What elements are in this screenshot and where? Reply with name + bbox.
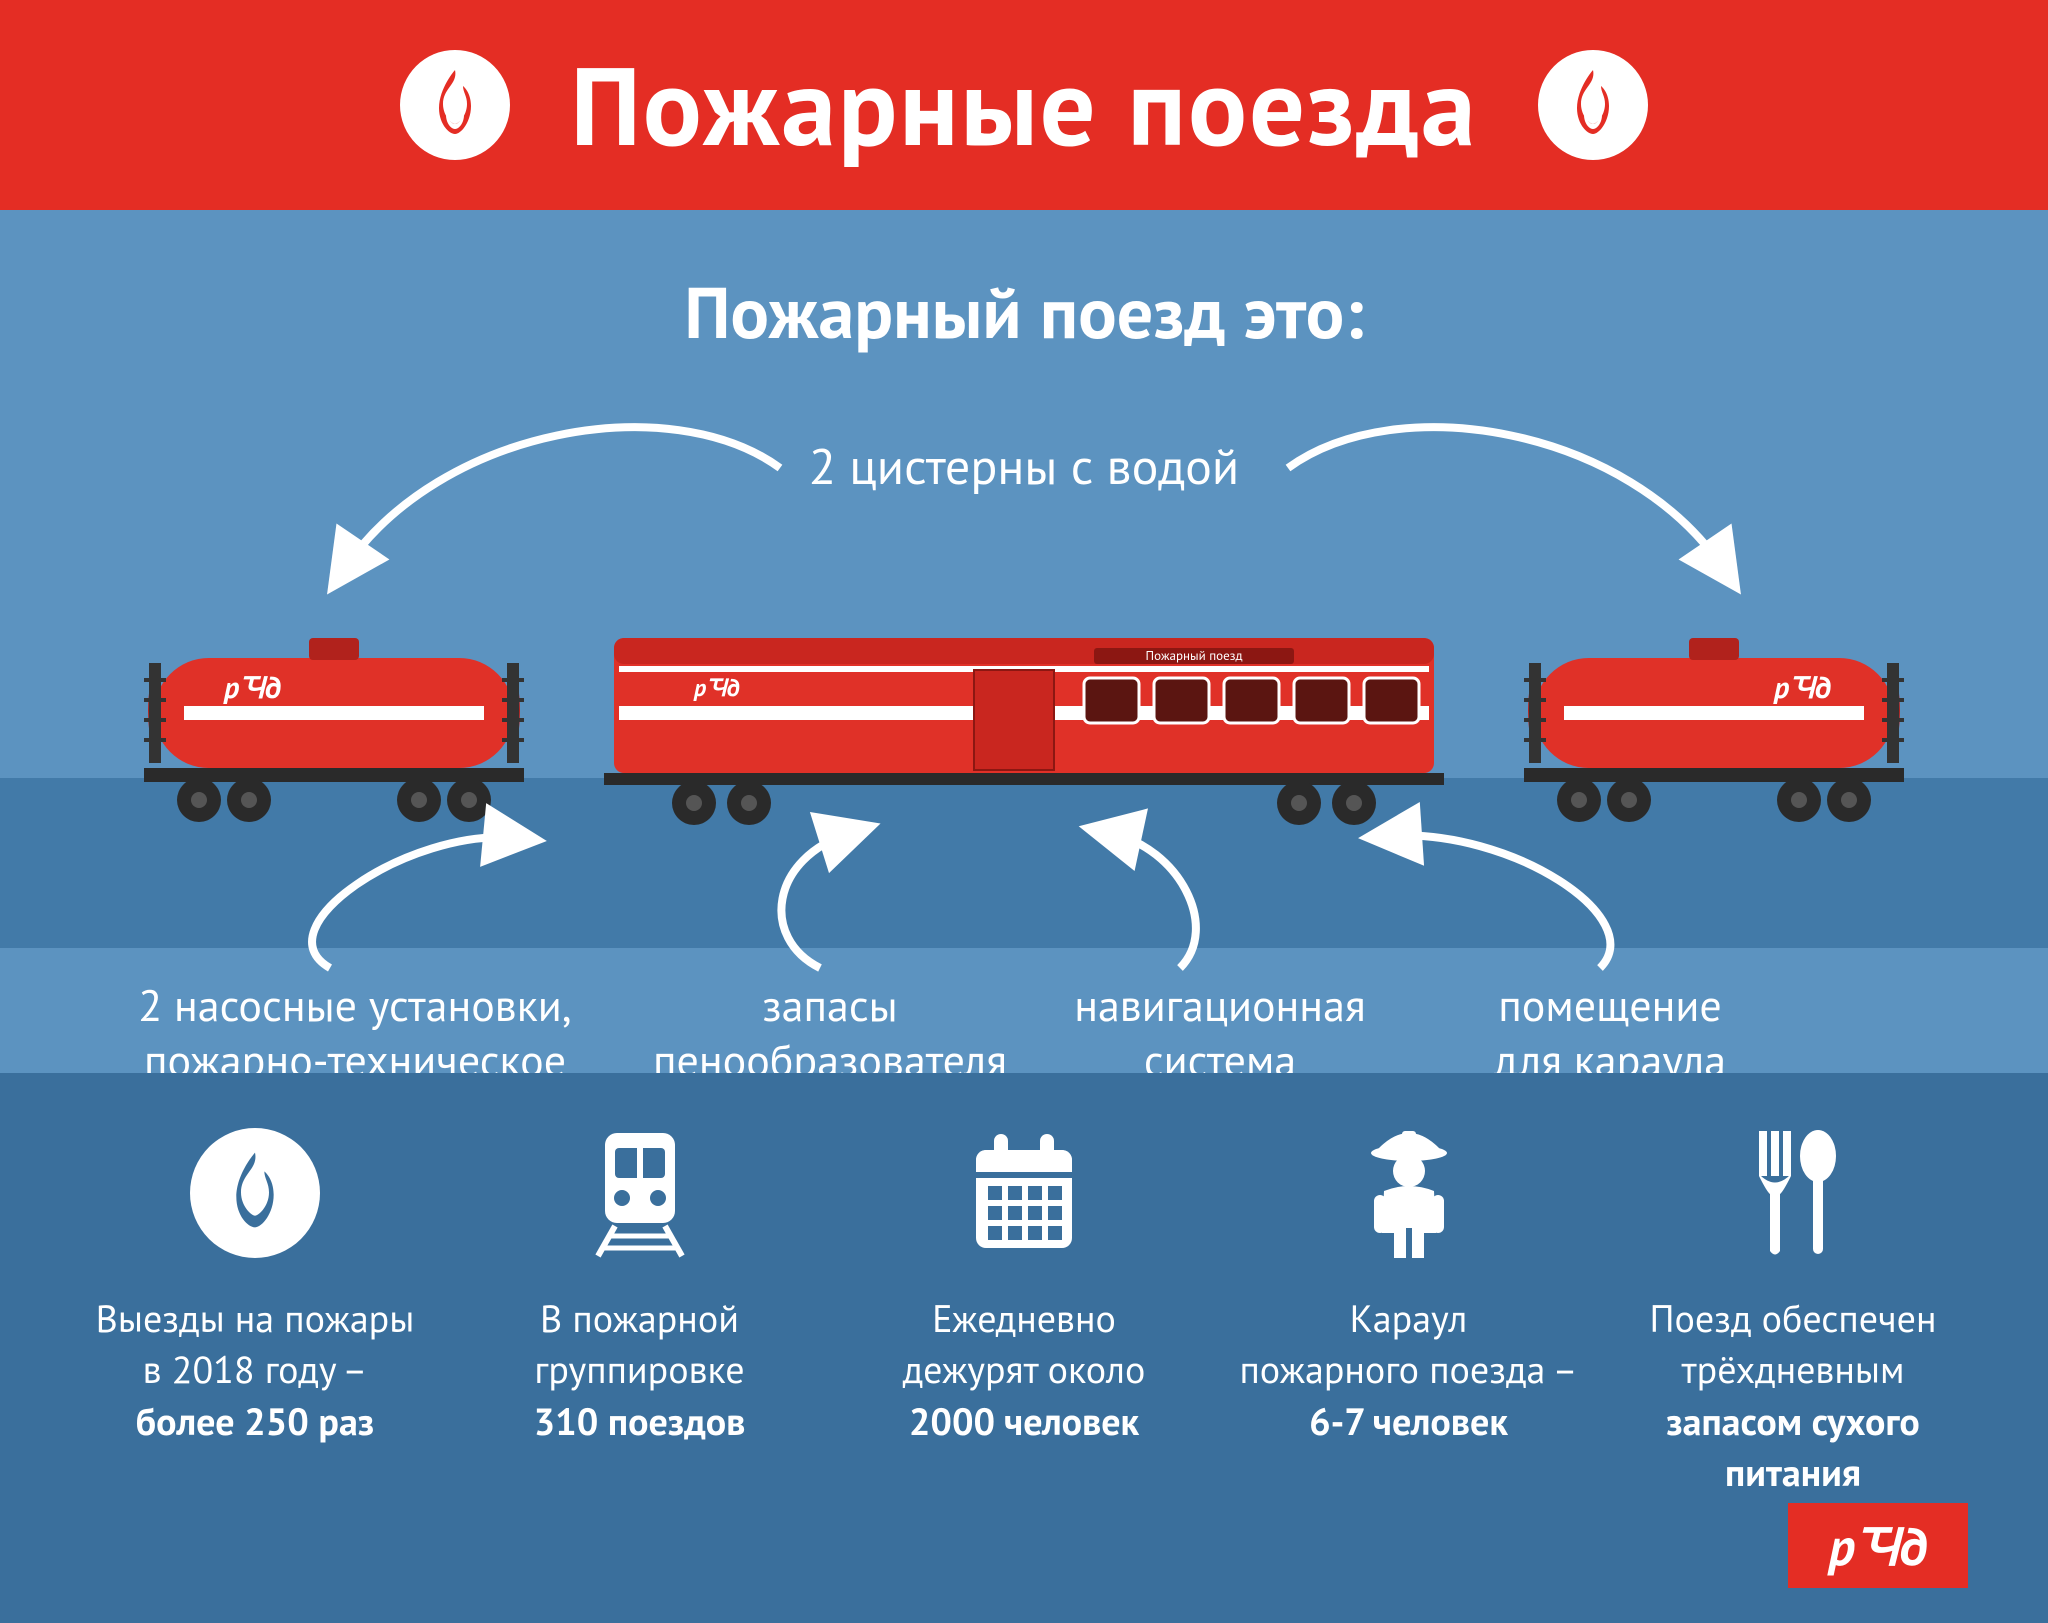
stat-crew: Караул пожарного поезда – 6-7 человек bbox=[1234, 1128, 1584, 1623]
wagon-label: Пожарный поезд bbox=[1146, 647, 1243, 664]
stat-trains: В пожарной группировке 310 поездов bbox=[465, 1128, 815, 1623]
flame-icon bbox=[400, 50, 510, 160]
cutlery-icon bbox=[1728, 1128, 1858, 1258]
tank-car-right: pꚒ∂ bbox=[1494, 628, 1934, 828]
tank-car-left: pꚒ∂ bbox=[114, 628, 554, 828]
stat-text: Поезд обеспечен трёхдневным запасом сухо… bbox=[1618, 1293, 1968, 1498]
flame-icon bbox=[190, 1128, 320, 1258]
stats-strip: Выезды на пожары в 2018 году – более 250… bbox=[0, 1073, 2048, 1623]
train-diagram: 2 цистерны с водой pꚒ∂ bbox=[0, 378, 2048, 1108]
train-icon bbox=[575, 1128, 705, 1258]
train-illustration: pꚒ∂ bbox=[0, 608, 2048, 828]
page-title: Пожарные поезда bbox=[570, 34, 1477, 176]
header-banner: Пожарные поезда bbox=[0, 0, 2048, 210]
fireman-icon bbox=[1344, 1128, 1474, 1258]
stat-text: Ежедневно дежурят около 2000 человек bbox=[849, 1293, 1199, 1447]
stat-text: В пожарной группировке 310 поездов bbox=[465, 1293, 815, 1447]
stat-duty: Ежедневно дежурят около 2000 человек bbox=[849, 1128, 1199, 1623]
flame-icon bbox=[1538, 50, 1648, 160]
rzd-logo: pꚒ∂ bbox=[1788, 1503, 1968, 1588]
wagon-car: Пожарный поезд pꚒ∂ bbox=[584, 618, 1464, 828]
stat-fires: Выезды на пожары в 2018 году – более 250… bbox=[80, 1128, 430, 1623]
svg-text:pꚒ∂: pꚒ∂ bbox=[223, 668, 281, 707]
calendar-icon bbox=[959, 1128, 1089, 1258]
svg-text:pꚒ∂: pꚒ∂ bbox=[693, 672, 740, 703]
callout-water-tanks: 2 цистерны с водой bbox=[809, 433, 1239, 498]
stat-text: Караул пожарного поезда – 6-7 человек bbox=[1234, 1293, 1584, 1447]
stat-text: Выезды на пожары в 2018 году – более 250… bbox=[80, 1293, 430, 1447]
section-title: Пожарный поезд это: bbox=[0, 265, 2048, 358]
svg-text:pꚒ∂: pꚒ∂ bbox=[1773, 668, 1831, 707]
